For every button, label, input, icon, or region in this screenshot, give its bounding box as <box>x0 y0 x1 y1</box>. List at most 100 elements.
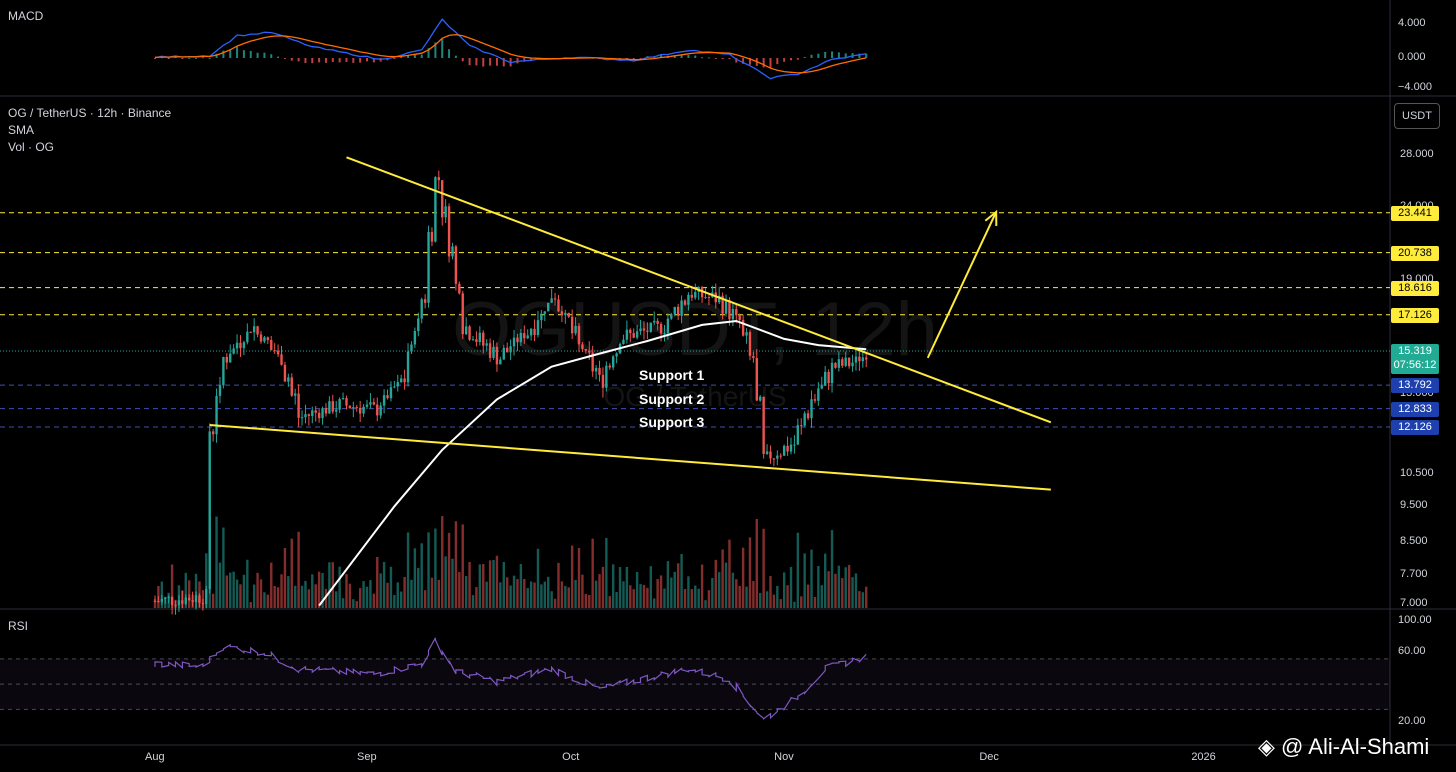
volume-bar <box>218 562 222 608</box>
candle-body <box>389 387 393 399</box>
macd-histogram-bar <box>844 53 847 58</box>
volume-bar <box>837 565 841 608</box>
volume-bar <box>663 588 666 608</box>
macd-histogram-bar <box>338 58 341 63</box>
rsi-axis-label: 60.00 <box>1398 645 1426 657</box>
volume-bar <box>567 587 570 608</box>
candle-body <box>704 297 707 299</box>
candle-body <box>307 414 311 416</box>
macd-histogram-bar <box>714 58 717 59</box>
volume-bar <box>570 545 574 608</box>
volume-bar <box>488 560 492 608</box>
candle-body <box>423 299 427 303</box>
volume-bar <box>437 579 441 608</box>
volume-bar <box>755 519 759 608</box>
candle-body <box>608 365 611 368</box>
x-axis-label: Sep <box>357 751 377 763</box>
macd-histogram-bar <box>256 52 259 58</box>
sma-line <box>318 319 867 607</box>
macd-axis-label: −4.000 <box>1398 81 1432 93</box>
macd-histogram-bar <box>345 58 348 62</box>
candle-body <box>786 445 789 452</box>
volume-bar <box>505 577 509 608</box>
candle-body <box>543 311 547 314</box>
volume-bar <box>721 549 724 608</box>
symbol-title[interactable]: OG / TetherUS · 12h · Binance <box>8 106 172 120</box>
candle-body <box>502 347 505 360</box>
sma-legend[interactable]: SMA <box>8 123 35 137</box>
macd-histogram-bar <box>407 55 410 58</box>
macd-histogram-bar <box>236 46 239 58</box>
candle-body <box>858 356 861 362</box>
trendline-upper[interactable] <box>346 156 1052 424</box>
trendline-lower[interactable] <box>209 424 1051 491</box>
volume-bar <box>646 587 649 608</box>
volume-bar <box>813 596 817 608</box>
candle-body <box>205 589 208 604</box>
price-level-pill: 12.126 <box>1391 420 1439 435</box>
support-3-label: Support 3 <box>639 414 705 430</box>
candle-body <box>249 331 252 333</box>
candle-body <box>276 350 280 355</box>
volume-bar <box>519 564 523 608</box>
candle-body <box>263 337 266 342</box>
macd-histogram-bar <box>796 58 799 60</box>
candle-body <box>601 374 605 388</box>
candle-body <box>844 357 847 366</box>
candle-body <box>396 382 399 387</box>
volume-bar <box>745 586 748 608</box>
candle-body <box>847 357 851 367</box>
volume-bar <box>293 585 297 608</box>
candle-body <box>468 326 471 340</box>
macd-histogram-bar <box>181 58 184 59</box>
candle-body <box>338 399 341 410</box>
candle-body <box>741 319 745 336</box>
currency-button[interactable]: USDT <box>1394 103 1440 129</box>
macd-pane <box>154 18 868 80</box>
candle-body <box>642 328 646 331</box>
price-level-pill: 17.126 <box>1391 307 1439 323</box>
macd-histogram-bar <box>174 57 177 59</box>
volume-bar <box>741 547 745 608</box>
candle-body <box>646 330 649 332</box>
candle-body <box>246 331 249 343</box>
candle-body <box>625 329 629 340</box>
macd-histogram-bar <box>448 49 451 58</box>
candle-body <box>796 425 800 445</box>
price-axis-label: 7.700 <box>1400 568 1428 580</box>
volume-bar <box>355 601 358 608</box>
volume-bar <box>782 572 786 608</box>
candle-body <box>252 326 256 333</box>
volume-bar <box>564 585 567 608</box>
candle-body <box>287 377 290 382</box>
candle-body <box>321 408 324 419</box>
volume-bar <box>300 585 304 608</box>
volume-bar <box>273 586 276 608</box>
volume-bar <box>482 563 485 608</box>
candle-body <box>239 342 242 349</box>
volume-bar <box>752 581 755 608</box>
macd-histogram-bar <box>434 42 437 58</box>
candle-body <box>437 177 441 181</box>
macd-histogram-bar <box>687 54 690 58</box>
volume-bar <box>851 577 854 608</box>
candle-body <box>218 385 222 396</box>
candle-body <box>427 231 430 303</box>
volume-bar <box>642 584 646 608</box>
volume-bar <box>861 592 865 608</box>
macd-histogram-bar <box>482 58 485 67</box>
projection-arrow[interactable] <box>926 211 998 359</box>
volume-bar <box>314 584 317 608</box>
volume-legend[interactable]: Vol · OG <box>8 140 55 154</box>
volume-bar <box>509 585 512 608</box>
candle-body <box>393 386 396 388</box>
candle-body <box>273 350 276 352</box>
volume-bar <box>516 579 519 608</box>
candle-body <box>772 458 776 460</box>
volume-bar <box>242 574 246 608</box>
candle-body <box>738 315 741 320</box>
rsi-zone <box>0 658 1390 710</box>
candle-body <box>748 332 752 356</box>
macd-histogram-bar <box>701 57 704 59</box>
candle-body <box>399 378 403 383</box>
